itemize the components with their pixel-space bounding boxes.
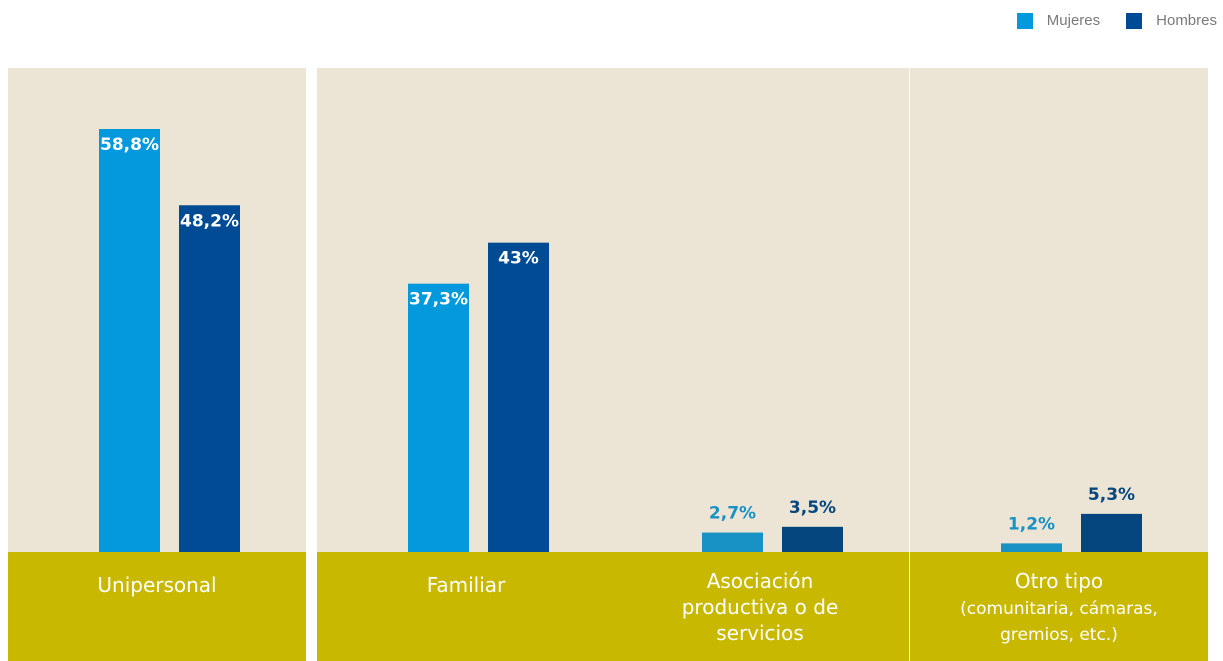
legend-swatch-mujeres (1016, 12, 1033, 29)
category-band-1 (317, 552, 615, 661)
data-label-mujeres-1: 37,3% (409, 290, 468, 310)
panel-2 (611, 68, 909, 552)
bar-mujeres-1 (408, 283, 469, 552)
legend-label-hombres: Hombres (1156, 12, 1217, 29)
bar-hombres-2 (782, 526, 843, 552)
category-label-0-line-0: Unipersonal (97, 573, 216, 597)
panel-3 (910, 68, 1208, 552)
legend-item-mujeres: Mujeres (1016, 12, 1101, 29)
data-label-mujeres-0: 58,8% (100, 135, 159, 155)
data-label-hombres-3: 5,3% (1088, 485, 1135, 505)
bar-hombres-3 (1081, 513, 1142, 552)
category-band-3 (910, 552, 1208, 661)
category-label-2-line-2: servicios (716, 621, 804, 645)
bar-mujeres-0 (99, 129, 160, 552)
data-label-mujeres-2: 2,7% (709, 504, 756, 524)
legend-swatch-hombres (1126, 12, 1143, 29)
category-label-3-line-2: gremios, etc.) (1000, 625, 1118, 645)
data-label-hombres-2: 3,5% (789, 498, 836, 518)
category-label-3-line-1: (comunitaria, cámaras, (960, 599, 1158, 619)
bar-hombres-1 (488, 242, 549, 552)
category-band-0 (8, 552, 306, 661)
category-label-2-line-1: productiva o de (682, 595, 839, 619)
data-label-hombres-0: 48,2% (180, 211, 239, 231)
bar-mujeres-2 (702, 532, 763, 552)
data-label-hombres-1: 43% (498, 249, 539, 269)
category-band-2 (611, 552, 909, 661)
legend-item-hombres: Hombres (1126, 12, 1217, 29)
data-label-mujeres-3: 1,2% (1008, 514, 1055, 534)
category-label-3-line-0: Otro tipo (1015, 569, 1103, 593)
category-label-1-line-0: Familiar (427, 573, 506, 597)
bar-mujeres-3 (1001, 543, 1062, 552)
category-label-2-line-0: Asociación (707, 569, 814, 593)
bar-hombres-0 (179, 205, 240, 552)
legend-label-mujeres: Mujeres (1046, 12, 1101, 29)
legend: Mujeres Hombres (991, 12, 1217, 29)
